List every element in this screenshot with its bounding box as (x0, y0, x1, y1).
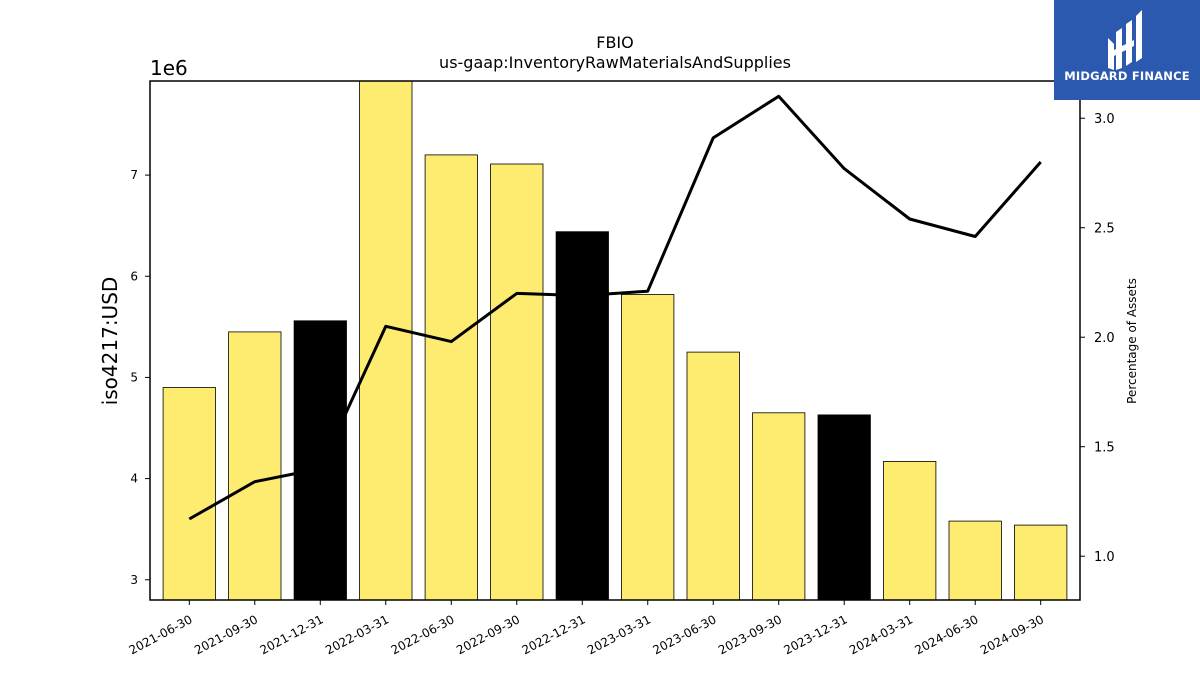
bar (490, 163, 544, 601)
bar-series (162, 80, 1068, 601)
x-tick-label: 2024-03-31 (847, 612, 915, 657)
x-tick-label: 2024-06-30 (912, 612, 980, 657)
x-tick-label: 2021-09-30 (192, 612, 260, 657)
bar (817, 414, 871, 601)
x-tick-label: 2023-03-31 (585, 612, 653, 657)
x-tick-label: 2024-09-30 (978, 612, 1046, 657)
midgard-logo-icon (1108, 10, 1142, 70)
x-tick-label: 2022-12-31 (520, 612, 588, 657)
y-tick-label: 6 (130, 269, 138, 283)
y2-tick-label: 2.0 (1094, 331, 1115, 346)
bar (162, 387, 216, 601)
chart-title: FBIO (596, 33, 634, 52)
y2-tick-label: 1.5 (1094, 441, 1115, 456)
bar (752, 412, 806, 601)
line-series-path (188, 94, 1042, 521)
chart-subtitle: us-gaap:InventoryRawMaterialsAndSupplies (439, 53, 791, 72)
y-tick-label: 5 (130, 370, 138, 384)
bar (555, 231, 609, 601)
y-tick-label: 7 (130, 168, 138, 182)
y-tick-label: 4 (130, 472, 138, 486)
bar (424, 154, 478, 601)
y-axis-label: iso4217:USD (98, 277, 122, 406)
brand-logo: MIDGARD FINANCE (1054, 0, 1200, 100)
x-tick-label: 2023-06-30 (650, 612, 718, 657)
bar (359, 80, 413, 601)
bar (948, 520, 1002, 601)
y-axis-offset-label: 1e6 (150, 56, 188, 80)
y2-tick-label: 2.5 (1094, 222, 1115, 237)
brand-name: MIDGARD FINANCE (1064, 69, 1190, 83)
y2-tick-label: 1.0 (1094, 550, 1115, 565)
bar (621, 294, 675, 601)
x-tick-label: 2021-06-30 (127, 612, 195, 657)
y-tick-label: 3 (130, 573, 138, 587)
plot-frame (149, 80, 1081, 601)
bar (1014, 524, 1068, 601)
bar (883, 460, 937, 601)
bar (228, 331, 282, 601)
line-series (188, 94, 1042, 521)
x-tick-label: 2022-03-31 (323, 612, 391, 657)
x-tick-label: 2023-12-31 (781, 612, 849, 657)
bar (293, 320, 347, 601)
x-tick-label: 2023-09-30 (716, 612, 784, 657)
x-tick-label: 2021-12-31 (258, 612, 326, 657)
x-tick-label: 2022-09-30 (454, 612, 522, 657)
y2-axis-label: Percentage of Assets (1125, 278, 1139, 404)
y2-tick-label: 3.0 (1094, 112, 1115, 127)
bar (686, 351, 740, 601)
x-tick-label: 2022-06-30 (389, 612, 457, 657)
